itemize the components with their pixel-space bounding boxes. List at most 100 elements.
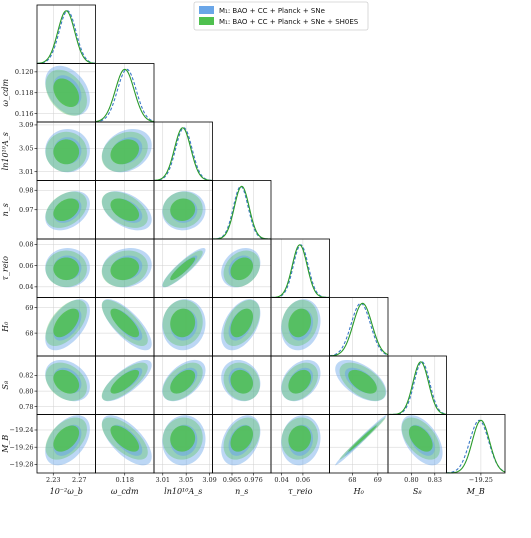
marginal-curve-green — [95, 68, 155, 123]
marginal-curve-green — [212, 185, 272, 240]
x-tick-label: 0.965 — [223, 476, 242, 484]
legend-frame — [193, 1, 369, 31]
contour-green-68 — [170, 369, 196, 394]
panel-M_B-vs-M_B — [446, 414, 506, 474]
contour-green-68 — [230, 308, 254, 338]
y-axis-label-S8: S₈ — [1, 380, 10, 389]
x-axis-label-H0: H₀ — [353, 487, 365, 496]
panel-n_s-vs-ln10As — [153, 180, 213, 240]
x-tick-label: 3.05 — [179, 476, 193, 484]
panel-H0-vs-ln10As — [153, 297, 213, 357]
contour-green-68 — [53, 78, 80, 108]
panel-S8-vs-omega_b — [36, 355, 96, 415]
y-tick-label: 0.97 — [19, 206, 33, 214]
contour-green-68 — [348, 425, 377, 452]
x-tick-label: −19.25 — [469, 476, 493, 484]
contour-green-68 — [110, 257, 140, 281]
legend: M₁: BAO + CC + Planck + SNe M₁: BAO + CC… — [193, 1, 369, 31]
panel-M_B-vs-H0 — [329, 414, 389, 474]
marginal-curve-blue — [329, 302, 389, 357]
y-tick-label: 0.08 — [19, 241, 33, 249]
contour-green-68 — [110, 198, 140, 222]
y-tick-label: −19.26 — [9, 443, 33, 451]
contour-green-68 — [348, 369, 377, 394]
y-axis-label-tau_reio: τ_reio — [1, 256, 10, 281]
marginal-curve-green — [153, 127, 213, 181]
panel-tau_reio-vs-omega_b — [36, 238, 96, 298]
panel-H0-vs-n_s — [212, 297, 272, 357]
x-tick-label: 2.27 — [72, 476, 86, 484]
panel-ln10As-vs-omega_cdm — [95, 121, 155, 181]
panel-n_s-vs-omega_cdm — [95, 180, 155, 240]
panel-H0-vs-omega_b — [36, 297, 96, 357]
contour-green-68 — [230, 257, 254, 281]
x-tick-label: 69 — [374, 476, 382, 484]
x-axis-label-omega_b: 10⁻²ω_b — [50, 487, 83, 496]
x-axis-label-M_B: M_B — [466, 487, 485, 496]
contour-green-68 — [53, 308, 80, 338]
contour-green-68 — [170, 308, 196, 338]
x-tick-label: 0.04 — [274, 476, 288, 484]
marginal-curve-blue — [387, 361, 447, 416]
panels-layer — [36, 4, 506, 474]
y-tick-label: 3.05 — [19, 145, 33, 153]
marginal-curve-green — [329, 302, 389, 357]
x-axis-label-tau_reio: τ_reio — [288, 487, 313, 496]
marginal-curve-green — [388, 361, 447, 416]
panel-S8-vs-omega_cdm — [95, 355, 155, 415]
x-tick-label: 0.976 — [244, 476, 263, 484]
panel-H0-vs-tau_reio — [270, 297, 330, 357]
legend-entry-green: M₁: BAO + CC + Planck + SNe + SH0ES — [219, 18, 359, 26]
x-tick-label: 68 — [348, 476, 356, 484]
panel-M_B-vs-omega_b — [36, 414, 96, 474]
marginal-curve-green — [36, 10, 96, 64]
x-tick-label: 0.118 — [115, 476, 134, 484]
x-axis-label-S8: S₈ — [413, 487, 422, 496]
contour-green-68 — [170, 198, 196, 222]
x-tick-label: 0.80 — [404, 476, 418, 484]
panel-H0-vs-omega_cdm — [95, 297, 155, 357]
contour-green-68 — [53, 139, 80, 165]
y-tick-label: 0.78 — [19, 403, 33, 411]
y-tick-label: −19.28 — [9, 461, 33, 469]
y-tick-label: 0.04 — [19, 283, 33, 291]
legend-swatch-blue — [199, 6, 214, 14]
contour-green-68 — [288, 425, 312, 452]
panel-M_B-vs-S8 — [387, 414, 447, 474]
panel-frame — [270, 238, 330, 298]
y-tick-label: 0.98 — [19, 186, 33, 194]
panel-M_B-vs-tau_reio — [270, 414, 330, 474]
y-tick-label: 0.82 — [19, 372, 33, 380]
y-tick-label: 0.118 — [15, 89, 34, 97]
y-tick-label: 0.80 — [19, 387, 33, 395]
panel-frame — [387, 355, 447, 415]
x-axis-label-n_s: n_s — [235, 487, 248, 496]
panel-frame — [36, 4, 96, 64]
contour-green-68 — [110, 308, 140, 338]
panel-S8-vs-H0 — [329, 355, 389, 415]
y-tick-label: 3.01 — [19, 168, 33, 176]
contour-green-68 — [53, 257, 80, 281]
panel-S8-vs-n_s — [212, 355, 272, 415]
contour-green-68 — [170, 257, 196, 281]
panel-frame — [446, 414, 506, 474]
y-tick-label: 68 — [25, 329, 33, 337]
marginal-curve-blue — [153, 127, 213, 181]
contour-green-68 — [288, 369, 312, 394]
x-tick-label: 0.83 — [428, 476, 442, 484]
panel-frame — [212, 180, 272, 240]
marginal-curve-blue — [212, 185, 272, 240]
contour-green-68 — [230, 425, 254, 452]
panel-ln10As-vs-omega_b — [36, 121, 96, 181]
contour-green-68 — [110, 369, 140, 394]
x-axis-label-ln10As: ln10¹⁰A_s — [164, 487, 202, 496]
contour-green-68 — [408, 425, 433, 452]
marginal-curve-blue — [95, 68, 155, 123]
legend-entry-blue: M₁: BAO + CC + Planck + SNe — [219, 7, 325, 15]
legend-swatch-green — [199, 17, 214, 25]
y-axis-label-n_s: n_s — [1, 203, 10, 216]
panel-tau_reio-vs-ln10As — [153, 238, 213, 298]
